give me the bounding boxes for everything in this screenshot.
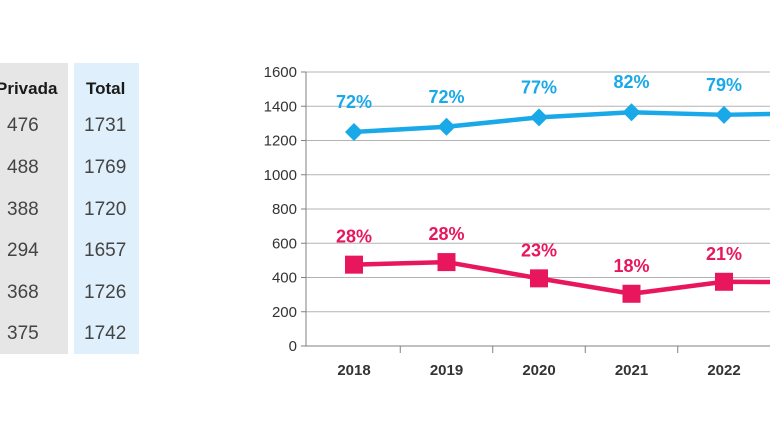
data-label: 21% — [706, 244, 742, 264]
data-label: 82% — [613, 72, 649, 92]
x-tick-label: 2019 — [430, 362, 463, 379]
data-label: 28% — [336, 227, 372, 247]
total-cell: 1731 — [84, 115, 127, 136]
y-tick-label: 1400 — [264, 98, 297, 115]
y-tick-label: 200 — [272, 304, 297, 321]
data-point — [437, 117, 456, 136]
y-tick-label: 800 — [272, 201, 297, 218]
data-point — [530, 108, 548, 127]
privada-cell: 368 — [7, 282, 39, 303]
total-header: Total — [86, 79, 126, 98]
data-point — [715, 105, 733, 124]
data-point — [715, 272, 733, 291]
privada-cell: 375 — [7, 323, 39, 344]
privada-cell: 388 — [7, 199, 39, 220]
x-tick-label: 2022 — [707, 362, 740, 379]
privada-cell: 488 — [7, 157, 39, 178]
data-point — [622, 284, 641, 303]
y-tick-label: 400 — [272, 270, 297, 287]
total-cell: 1742 — [84, 323, 127, 344]
data-point — [530, 269, 548, 288]
data-label: 77% — [521, 77, 557, 97]
data-label: 72% — [428, 87, 464, 107]
privada-header: Privada — [0, 79, 58, 98]
privada-cell: 476 — [7, 115, 39, 136]
total-cell: 1657 — [84, 240, 127, 261]
data-label: 18% — [613, 256, 649, 276]
x-tick-label: 2018 — [337, 362, 370, 379]
y-tick-label: 0 — [289, 338, 297, 355]
data-point — [345, 255, 363, 274]
data-table: Privada 476 488 388 294 368 375 Total 17… — [0, 63, 140, 354]
data-label: 72% — [336, 92, 372, 112]
series-line — [353, 109, 770, 135]
y-tick-label: 600 — [272, 235, 297, 252]
series-line — [353, 259, 770, 297]
privada-column: Privada 476 488 388 294 368 375 — [0, 63, 68, 354]
y-tick-label: 1200 — [264, 133, 297, 150]
data-point — [622, 103, 641, 122]
data-point — [437, 253, 456, 272]
total-cell: 1720 — [84, 199, 127, 220]
data-label: 23% — [521, 240, 557, 260]
total-column: Total 1731 1769 1720 1657 1726 1742 — [74, 63, 139, 354]
x-tick-label: 2021 — [615, 362, 648, 379]
y-tick-label: 1600 — [264, 64, 297, 81]
data-label: 79% — [706, 75, 742, 95]
y-tick-label: 1000 — [264, 167, 297, 184]
privada-cell: 294 — [7, 240, 39, 261]
total-cell: 1726 — [84, 282, 127, 303]
data-label: 28% — [428, 224, 464, 244]
total-cell: 1769 — [84, 157, 127, 178]
x-tick-label: 2020 — [522, 362, 555, 379]
data-point — [345, 122, 363, 141]
